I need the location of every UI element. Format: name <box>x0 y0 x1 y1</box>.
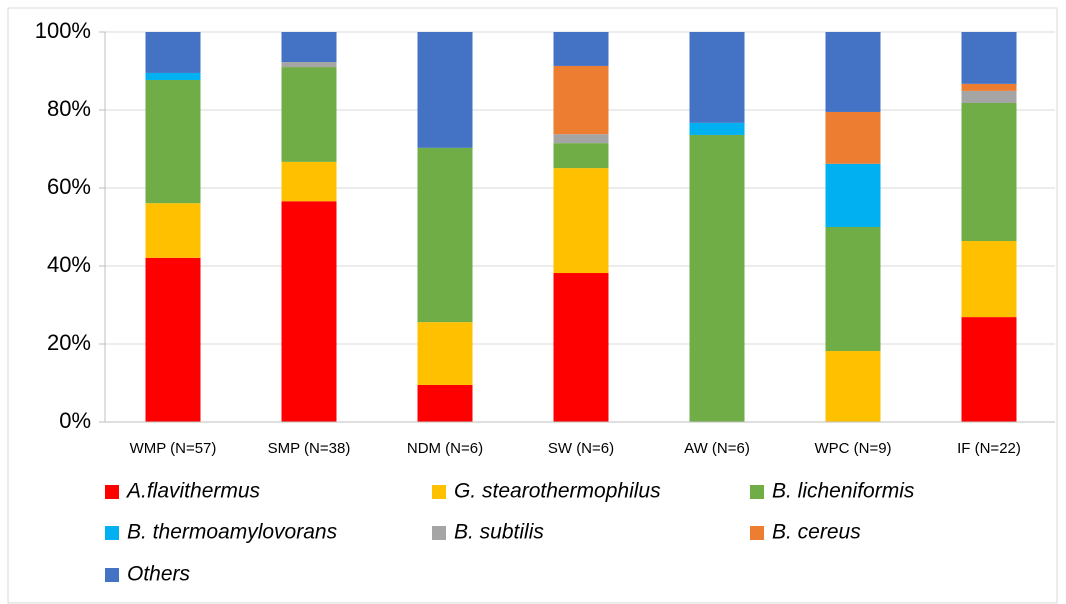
bar-segment <box>145 203 201 258</box>
y-tick-label: 20% <box>47 330 91 355</box>
legend-label: B. thermoamylovorans <box>127 521 338 544</box>
bar-segment <box>281 161 337 202</box>
bar-segment <box>145 72 201 80</box>
bar-segment <box>825 351 881 422</box>
bar-segment <box>281 201 337 422</box>
bar-segment <box>961 241 1017 318</box>
legend-swatch <box>105 568 119 582</box>
bar-segment <box>961 83 1017 91</box>
bar-segment <box>417 322 473 385</box>
legend-label: Others <box>127 563 191 586</box>
bar-segment <box>553 168 609 274</box>
legend-label: G. stearothermophilus <box>454 480 661 503</box>
x-tick-label: IF (N=22) <box>957 440 1021 457</box>
bar-segment <box>145 32 201 73</box>
bar-segment <box>689 32 745 123</box>
bar-segment <box>417 32 473 148</box>
legend-swatch <box>432 526 446 540</box>
legend-label: B. subtilis <box>454 521 544 544</box>
x-tick-label: AW (N=6) <box>684 440 750 457</box>
y-tick-label: 60% <box>47 174 91 199</box>
x-tick-label: SW (N=6) <box>548 440 614 457</box>
y-tick-label: 100% <box>35 18 91 43</box>
bar-segment <box>825 32 881 112</box>
bar-segment <box>145 79 201 204</box>
bar-segment <box>553 273 609 422</box>
bar-segment <box>825 163 881 227</box>
x-tick-label: WPC (N=9) <box>814 440 891 457</box>
legend-swatch <box>105 526 119 540</box>
legend-label: A.flavithermus <box>125 480 261 503</box>
bar-segment <box>145 257 201 422</box>
bar-segment <box>281 62 337 68</box>
y-tick-label: 80% <box>47 96 91 121</box>
bar-segment <box>553 143 609 169</box>
bar-segment <box>689 134 745 422</box>
bar-segment <box>553 134 609 144</box>
bar-segment <box>553 32 609 66</box>
y-tick-label: 40% <box>47 252 91 277</box>
legend-swatch <box>750 485 764 499</box>
legend-label: B. licheniformis <box>772 480 915 503</box>
legend-swatch <box>750 526 764 540</box>
legend-swatch <box>432 485 446 499</box>
bar-segment <box>961 32 1017 84</box>
legend-swatch <box>105 485 119 499</box>
bar-segment <box>281 32 337 63</box>
bar-segment <box>281 67 337 162</box>
bar-segment <box>825 111 881 164</box>
bar-segment <box>417 147 473 323</box>
bar-segment <box>961 317 1017 422</box>
bar-segment <box>825 227 881 352</box>
chart-frame <box>7 7 1058 604</box>
bar-segment <box>553 65 609 135</box>
x-tick-label: NDM (N=6) <box>407 440 483 457</box>
y-tick-label: 0% <box>59 408 91 433</box>
bar-segment <box>961 102 1017 242</box>
bar-segment <box>961 90 1017 103</box>
bar-segment <box>417 384 473 422</box>
x-tick-label: WMP (N=57) <box>130 440 217 457</box>
legend-label: B. cereus <box>772 521 861 544</box>
bar-segment <box>689 122 745 135</box>
x-tick-label: SMP (N=38) <box>268 440 351 457</box>
